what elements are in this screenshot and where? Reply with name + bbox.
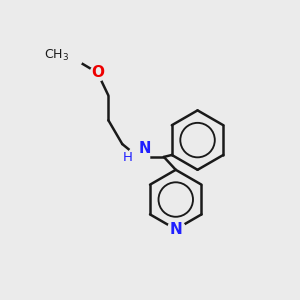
Text: CH$_3$: CH$_3$ xyxy=(44,48,69,63)
Text: H: H xyxy=(122,152,132,164)
Text: N: N xyxy=(169,222,182,237)
Text: N: N xyxy=(139,141,152,156)
Text: O: O xyxy=(91,65,104,80)
